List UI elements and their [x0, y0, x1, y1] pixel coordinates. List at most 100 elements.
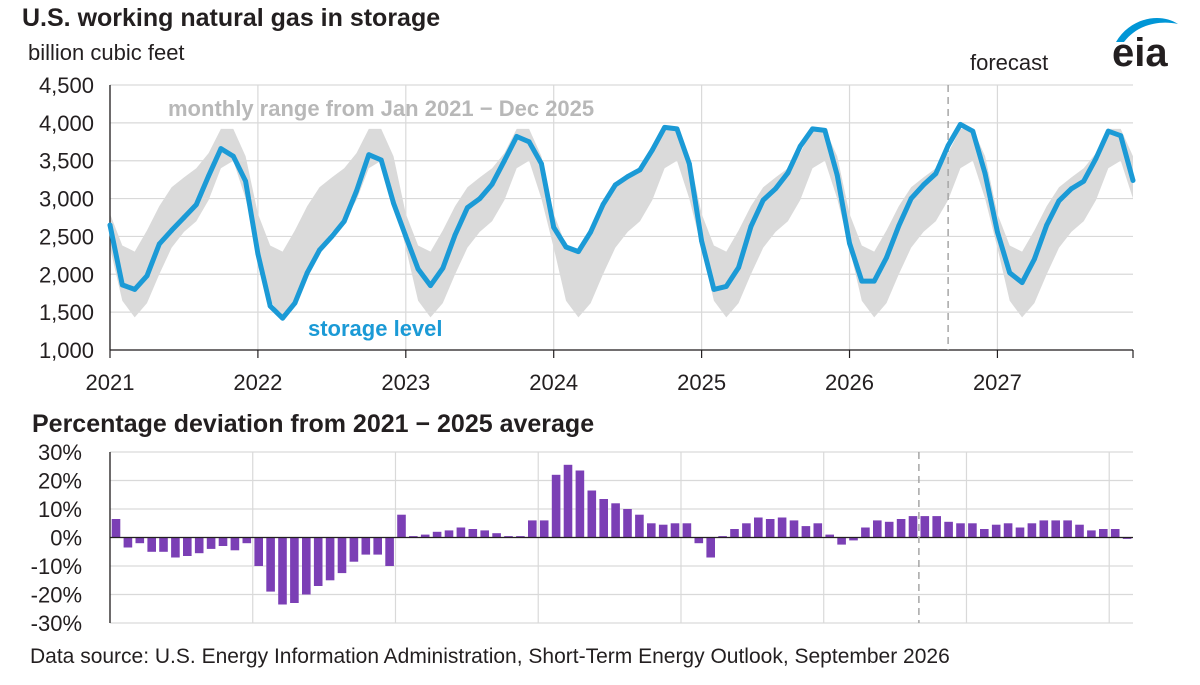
eia-logo-text: eia — [1112, 31, 1168, 72]
y-tick-label: 2,500 — [39, 224, 94, 249]
storage-level-point — [280, 315, 285, 321]
deviation-bar — [516, 536, 525, 538]
forecast-label: forecast — [970, 50, 1048, 75]
deviation-bar — [551, 474, 561, 538]
storage-level-point — [193, 202, 199, 208]
storage-level-point — [156, 241, 162, 247]
storage-level-point — [354, 188, 359, 194]
deviation-bar — [290, 537, 299, 603]
x-tick-label: 2027 — [973, 370, 1022, 395]
deviation-bar — [884, 521, 894, 538]
deviation-bar — [1110, 529, 1120, 538]
deviation-bar — [111, 519, 121, 538]
storage-level-point — [539, 161, 544, 167]
storage-level-point — [748, 224, 754, 230]
deviation-bar — [647, 523, 656, 538]
deviation-bar — [123, 537, 133, 548]
deviation-bar — [623, 509, 632, 538]
storage-level-point — [255, 251, 261, 257]
storage-level-point — [859, 278, 865, 284]
storage-level-point — [526, 139, 532, 145]
deviation-bar — [635, 514, 644, 538]
y-tick-label: 1,500 — [39, 300, 94, 325]
deviation-bar — [480, 530, 489, 538]
deviation-bar — [242, 537, 252, 544]
storage-level-point — [452, 232, 458, 238]
deviation-bar — [397, 514, 406, 538]
storage-level-point — [329, 234, 335, 239]
deviation-bar — [813, 523, 823, 538]
deviation-bar — [1015, 527, 1025, 538]
storage-level-point — [723, 284, 729, 289]
deviation-bar — [873, 520, 882, 538]
storage-level-point — [711, 287, 717, 292]
deviation-bar — [718, 536, 727, 538]
deviation-bar — [218, 537, 228, 546]
storage-level-point — [1044, 222, 1050, 228]
storage-level-point — [230, 153, 236, 159]
deviation-bar — [349, 537, 359, 562]
deviation-bar — [1099, 529, 1108, 538]
lower-chart-grid — [109, 451, 1133, 624]
storage-level-point — [810, 126, 815, 132]
storage-level-point — [292, 300, 298, 306]
storage-level-point — [144, 273, 150, 279]
upper-chart-axes: 1,000 1,500 2,000 2,500 3,000 3,500 4,000 4,500… — [39, 73, 1134, 395]
storage-level-point — [847, 240, 852, 246]
data-source-note: Data source: U.S. Energy Information Adm… — [30, 645, 950, 668]
x-tick-label: 2023 — [381, 370, 430, 395]
deviation-bar — [230, 537, 240, 551]
storage-level-point — [1081, 178, 1087, 184]
deviation-bar — [337, 537, 347, 574]
range-annotation: monthly range from Jan 2021 − Dec 2025 — [168, 96, 594, 121]
storage-level-point — [428, 283, 433, 288]
deviation-bar — [266, 537, 275, 592]
storage-level-point — [760, 197, 766, 203]
y-tick-label: 3,000 — [39, 187, 94, 212]
storage-level-point — [871, 278, 877, 284]
deviation-bar — [492, 533, 501, 538]
deviation-bar — [313, 537, 323, 586]
storage-level-point — [995, 229, 1000, 235]
storage-level-point — [970, 128, 976, 134]
storage-level-point — [699, 238, 704, 244]
storage-level-point — [403, 234, 409, 239]
storage-level-points — [107, 122, 1136, 321]
deviation-bar — [373, 537, 382, 555]
storage-level-point — [822, 127, 828, 133]
deviation-bar — [908, 516, 918, 538]
storage-level-point — [206, 173, 212, 179]
deviation-bar — [980, 529, 989, 538]
storage-level-point — [317, 247, 322, 253]
deviation-bar — [801, 526, 811, 538]
deviation-bar — [528, 520, 537, 538]
deviation-bar — [456, 527, 466, 538]
deviation-bar — [754, 517, 763, 538]
deviation-bar — [159, 537, 168, 552]
y-tick-label: 3,500 — [39, 149, 94, 174]
storage-level-point — [132, 287, 138, 292]
eia-logo-swoosh-icon — [1116, 18, 1178, 42]
storage-level-point — [1056, 198, 1062, 204]
storage-level-label: storage level — [308, 316, 443, 341]
storage-level-point — [341, 218, 347, 224]
storage-level-point — [218, 146, 224, 152]
storage-level-point — [440, 265, 446, 271]
deviation-bar — [135, 537, 145, 544]
x-tick-label: 2024 — [529, 370, 578, 395]
deviation-bar — [444, 530, 454, 538]
storage-level-point — [563, 244, 569, 250]
storage-level-point — [1032, 256, 1037, 262]
storage-level-point — [1093, 156, 1099, 161]
storage-level-point — [502, 158, 507, 164]
deviation-bar — [504, 536, 513, 538]
deviation-bar — [587, 490, 597, 538]
storage-level-point — [1019, 280, 1025, 285]
deviation-bar — [1039, 520, 1049, 538]
deviation-bar — [968, 523, 977, 538]
storage-level-point — [576, 249, 581, 255]
storage-level-point — [625, 174, 631, 180]
deviation-bar — [468, 529, 478, 538]
deviation-bar — [837, 537, 846, 545]
